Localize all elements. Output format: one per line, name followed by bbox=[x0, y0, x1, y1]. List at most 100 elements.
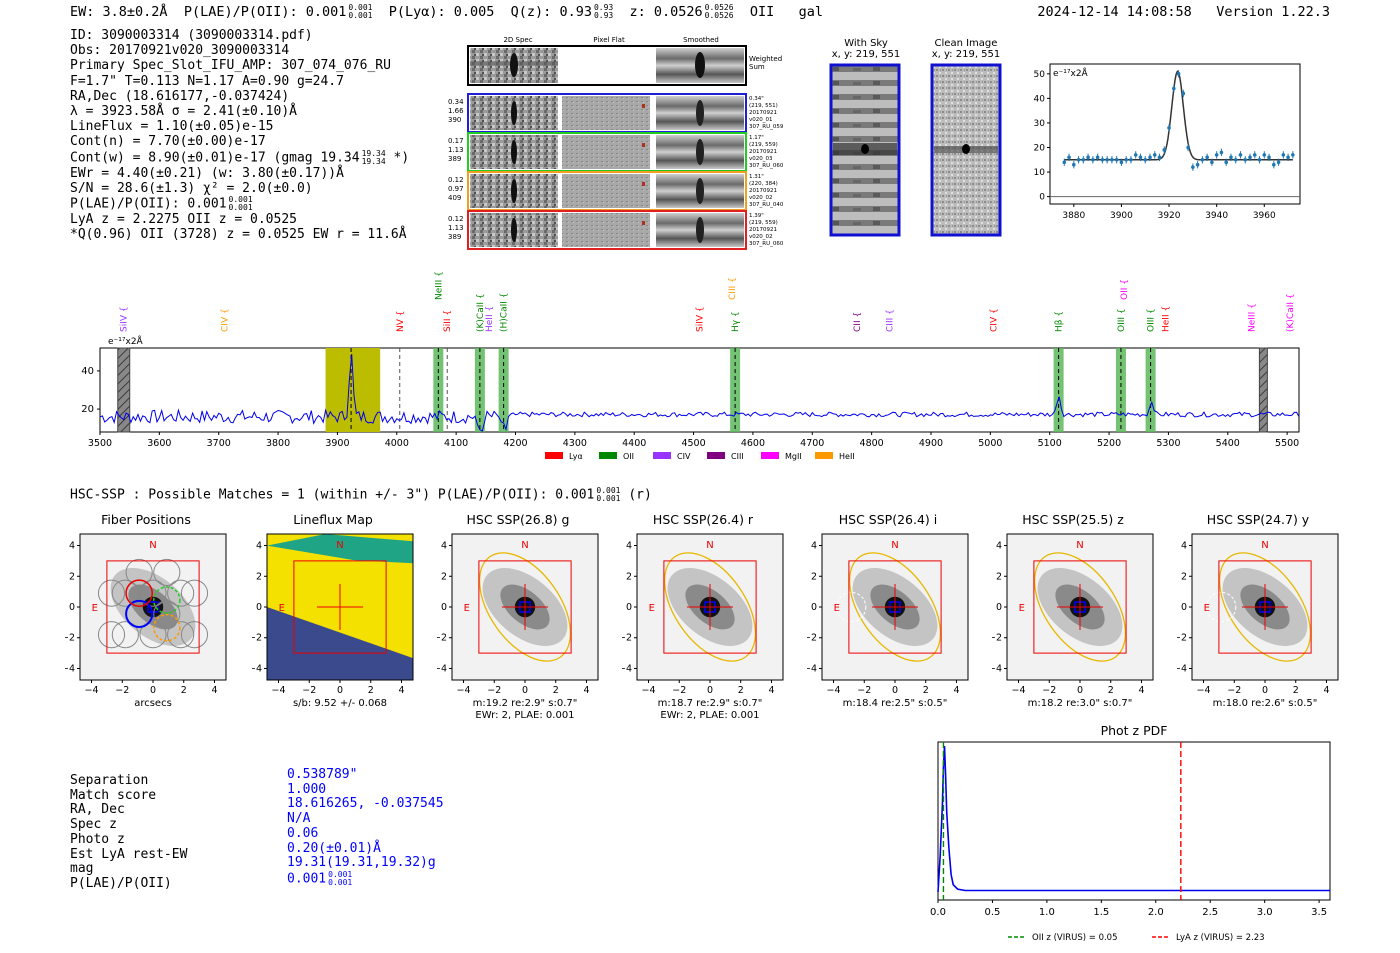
fiber-tertiary bbox=[153, 586, 181, 614]
header-right: 2024-12-14 14:08:58 Version 1.22.3 bbox=[1037, 4, 1330, 21]
fiber-circle bbox=[139, 621, 167, 649]
kron-ellipse bbox=[663, 552, 757, 662]
thumb-ytick-label: −4 bbox=[807, 663, 817, 674]
thumbnail-title: HSC SSP(25.5) z bbox=[1022, 512, 1124, 527]
thumbnail-panel: HSC SSP(26.4) r N E 4 2 0 −2 −4 −4 −2 0 2 4 m:18.7 re… bbox=[622, 512, 792, 727]
north-label: N bbox=[149, 540, 156, 551]
thumb-ytick-label: −2 bbox=[1177, 633, 1187, 644]
spectrum-xtick-label: 4900 bbox=[919, 438, 943, 449]
spectrum-ylabel: e⁻¹⁷x2Å bbox=[108, 335, 144, 347]
fiber-primary bbox=[125, 599, 154, 628]
spec2d-row-right-label: 20170921 bbox=[749, 149, 777, 155]
match-value-mag: 19.31(19.31,19.32)g bbox=[287, 855, 436, 871]
spec2d-line-blob bbox=[511, 218, 517, 242]
east-label: E bbox=[279, 603, 285, 614]
fit-data-point bbox=[1210, 160, 1214, 165]
spec2d-row-left-label: 0.97 bbox=[448, 185, 464, 193]
fit-data-point bbox=[1186, 145, 1190, 150]
info-primary: Primary Spec_Slot_IFU_AMP: 307_074_076_R… bbox=[70, 58, 391, 74]
spectrum-xtick-label: 3800 bbox=[266, 438, 290, 449]
spec2d-row-right-label: 1.39" bbox=[749, 213, 764, 219]
kron-ellipse bbox=[478, 552, 572, 662]
spec2d-row-left-label: 409 bbox=[448, 194, 461, 202]
info-id: ID: 3090003314 (3090003314.pdf) bbox=[70, 28, 313, 43]
thumb-ytick-label: −4 bbox=[992, 663, 1002, 674]
thumb-ytick-label: 4 bbox=[811, 541, 817, 552]
thumb-xtick-label: 2 bbox=[1108, 685, 1114, 696]
fiber-circle bbox=[97, 621, 126, 649]
thumb-xtick-label: 2 bbox=[181, 685, 187, 696]
fit-data-point bbox=[1233, 157, 1238, 162]
spectrum-xtick-label: 4700 bbox=[800, 438, 824, 449]
spec2d-row-right-label: 0.34" bbox=[749, 96, 764, 102]
pdf-axes-frame bbox=[937, 741, 1331, 901]
fit-data-point bbox=[1205, 155, 1209, 160]
pdf-xtick-label: 1.0 bbox=[1039, 907, 1055, 918]
fit-ytick-label: 10 bbox=[1034, 168, 1046, 178]
fit-region-band bbox=[325, 348, 381, 432]
thumbnail-image: N E 4 2 0 −2 −4 −4 −2 0 2 4 s/b: 9.52 +/- 0.068 bbox=[252, 533, 414, 709]
fit-xtick-label: 3940 bbox=[1205, 211, 1228, 221]
flat-defect bbox=[642, 143, 645, 147]
match-value-radec: 18.616265, -0.037545 bbox=[287, 796, 444, 812]
match-value-photoz: 0.06 bbox=[287, 825, 319, 841]
fit-data-point bbox=[1200, 157, 1205, 162]
east-label: E bbox=[834, 603, 840, 614]
thumb-xtick-label: −4 bbox=[642, 685, 656, 696]
thumb-xtick-label: 2 bbox=[553, 685, 559, 696]
thumbnail-caption: m:19.2 re:2.9" s:0.7" bbox=[473, 698, 578, 709]
thumb-ytick-label: 4 bbox=[256, 541, 262, 552]
spectrum-legend-swatch bbox=[599, 452, 617, 459]
thumb-ytick-label: 2 bbox=[69, 571, 75, 582]
thumb-ytick-label: 0 bbox=[811, 602, 817, 613]
fiber-circle bbox=[153, 558, 181, 586]
spectrum-xtick-label: 5200 bbox=[1097, 438, 1121, 449]
info-fitparams: F=1.7" T=0.113 N=1.17 A=0.90 g=24.7 bbox=[70, 73, 344, 89]
thumb-ytick-label: 0 bbox=[626, 602, 632, 613]
north-label: N bbox=[706, 540, 713, 551]
spectrum-legend-label: CIII bbox=[731, 452, 744, 461]
thumb-ytick-label: 2 bbox=[996, 571, 1002, 582]
pixel-flat-cell bbox=[562, 135, 650, 169]
thumb-xtick-label: −2 bbox=[115, 685, 129, 696]
thumb-xtick-label: −4 bbox=[1197, 685, 1211, 696]
fiber-circle bbox=[180, 579, 209, 607]
spec2d-row-left-label: 0.12 bbox=[448, 176, 464, 184]
fit-ylabel: e⁻¹⁷x2Å bbox=[1053, 67, 1089, 79]
spectrum-xtick-label: 4400 bbox=[622, 438, 646, 449]
thumb-xtick-label: −4 bbox=[457, 685, 471, 696]
fit-data-point bbox=[1162, 148, 1167, 152]
north-label: N bbox=[336, 540, 343, 551]
fit-data-point bbox=[1229, 155, 1233, 160]
spectrum-line-label: SiIV { bbox=[120, 306, 130, 332]
fit-data-point bbox=[1110, 157, 1114, 162]
fit-data-point bbox=[1086, 155, 1090, 160]
thumb-xtick-label: −2 bbox=[302, 685, 316, 696]
header-ew: EW: 3.8±0.2Å bbox=[70, 4, 168, 20]
spectrum-line-label: CIII { bbox=[728, 277, 738, 300]
fit-xtick-label: 3900 bbox=[1110, 211, 1133, 221]
fit-data-point bbox=[1214, 153, 1219, 157]
fit-data-point bbox=[1062, 160, 1067, 165]
spec2d-weighted-sum: Weighted Sum bbox=[467, 45, 782, 86]
spectrum-xtick-label: 3600 bbox=[147, 438, 171, 449]
match-label: Match score bbox=[70, 787, 157, 803]
thumb-xtick-label: −4 bbox=[85, 685, 99, 696]
kron-ellipse bbox=[848, 552, 942, 662]
fit-ytick-label: 0 bbox=[1039, 193, 1045, 203]
fit-data-point bbox=[1176, 72, 1181, 76]
fit-data-point bbox=[1224, 160, 1228, 165]
north-label: N bbox=[1076, 540, 1083, 551]
spectrum-xtick-label: 5500 bbox=[1275, 438, 1299, 449]
thumb-xtick-label: 2 bbox=[1293, 685, 1299, 696]
fit-data-point bbox=[1286, 155, 1290, 160]
header-qz: Q(z): 0.93 bbox=[510, 4, 592, 20]
spec2d-row-right-label: (219, 551) bbox=[749, 103, 778, 109]
thumb-xtick-label: −4 bbox=[272, 685, 286, 696]
fit-data-point bbox=[1219, 150, 1224, 155]
header-plae-bounds: 0.001 0.001 bbox=[348, 3, 373, 20]
fit-data-point bbox=[1081, 157, 1086, 162]
fit-ytick-label: 50 bbox=[1034, 70, 1046, 80]
thumb-ytick-label: 4 bbox=[441, 541, 447, 552]
